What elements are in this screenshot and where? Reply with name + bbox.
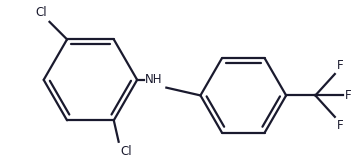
Text: NH: NH xyxy=(145,73,162,86)
Text: Cl: Cl xyxy=(35,6,46,19)
Text: F: F xyxy=(345,89,351,102)
Text: F: F xyxy=(337,119,343,132)
Text: Cl: Cl xyxy=(121,145,132,158)
Text: F: F xyxy=(337,59,343,72)
